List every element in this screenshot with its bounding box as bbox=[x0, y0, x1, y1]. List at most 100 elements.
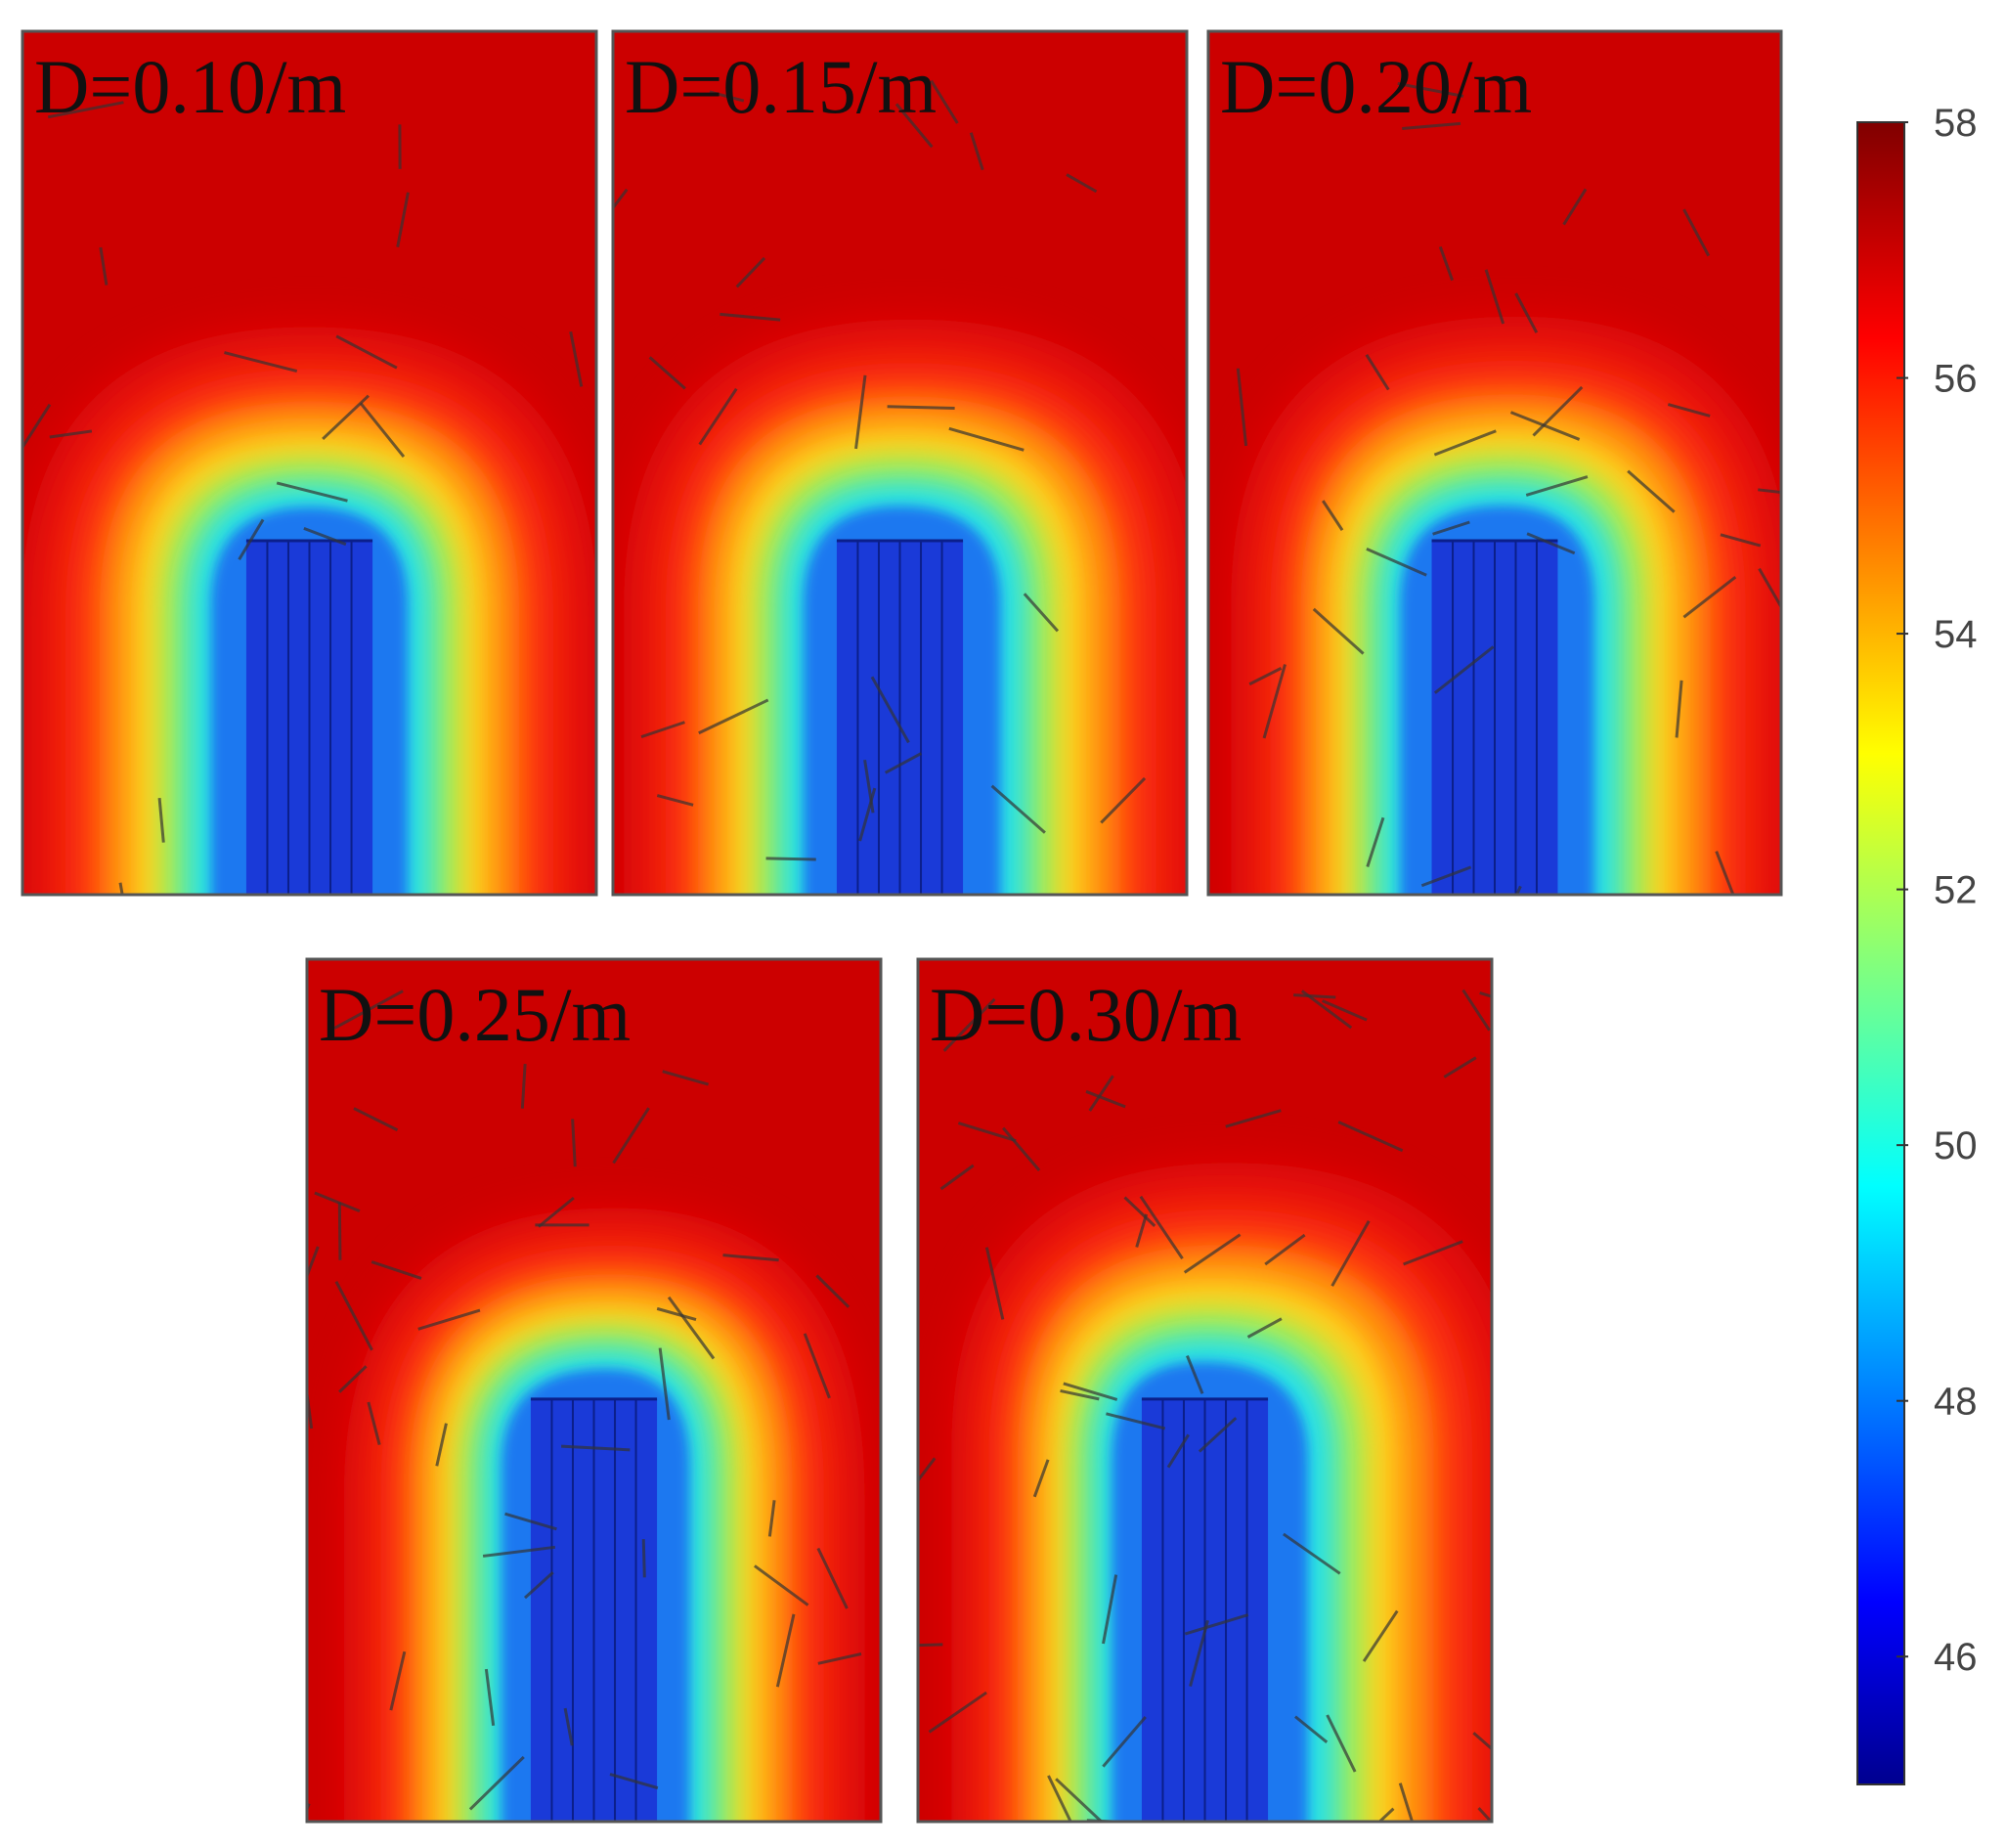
panel-border bbox=[305, 957, 883, 1824]
fracture-segment bbox=[224, 351, 298, 374]
fracture-segment bbox=[1715, 851, 1735, 895]
colorbar-tick-label: 58 bbox=[1934, 102, 1978, 145]
fracture-segment bbox=[1461, 989, 1491, 1032]
fracture-segment bbox=[609, 1773, 659, 1790]
fracture-segment bbox=[640, 721, 685, 739]
fracture-segment bbox=[322, 394, 370, 441]
fracture-segment bbox=[417, 1308, 481, 1331]
fracture-segment bbox=[984, 1247, 1005, 1320]
fracture-segment bbox=[99, 246, 109, 286]
temperature-panel: D=0.25/m bbox=[307, 959, 881, 1822]
fracture-segment bbox=[656, 1306, 697, 1321]
fracture-segment bbox=[1720, 533, 1762, 548]
panel-border bbox=[916, 957, 1494, 1824]
fracture-segment bbox=[1060, 1389, 1100, 1401]
fracture-segment bbox=[1189, 1619, 1209, 1688]
fracture-segment bbox=[1283, 1532, 1341, 1575]
fracture-segment bbox=[722, 1254, 779, 1262]
fracture-segment bbox=[1135, 1213, 1149, 1248]
fracture-segment bbox=[1362, 1609, 1399, 1662]
fracture-segment bbox=[338, 1365, 368, 1393]
fracture-segment bbox=[1166, 1433, 1190, 1469]
fracture-segment bbox=[1322, 500, 1344, 532]
fracture-segment bbox=[1330, 1220, 1371, 1287]
fracture-segment bbox=[1326, 1714, 1357, 1773]
fracture-segment bbox=[1088, 1075, 1114, 1112]
fracture-segment bbox=[314, 1191, 361, 1212]
fracture-segment bbox=[367, 1401, 381, 1446]
fracture-segment bbox=[735, 256, 766, 288]
temperature-panel: D=0.20/m bbox=[1208, 31, 1781, 895]
fracture-segment bbox=[337, 1202, 342, 1260]
colorbar-gradient bbox=[1856, 121, 1905, 1785]
fracture-segment bbox=[1032, 1459, 1050, 1498]
fracture-segment bbox=[918, 1457, 937, 1483]
fracture-segment bbox=[520, 1063, 527, 1109]
fracture-segment bbox=[815, 1274, 850, 1308]
fracture-segment bbox=[854, 374, 867, 450]
panel-border bbox=[1206, 29, 1783, 897]
fracture-segment bbox=[22, 403, 52, 451]
fracture-segment bbox=[1532, 385, 1584, 437]
fracture-segment bbox=[884, 752, 922, 774]
fracture-segment bbox=[817, 1652, 862, 1665]
fracture-segment bbox=[523, 1571, 554, 1600]
fracture-segment bbox=[1264, 1233, 1306, 1266]
fracture-segment bbox=[1066, 173, 1098, 194]
fracture-segment bbox=[1085, 1089, 1126, 1109]
fracture-segment bbox=[468, 1755, 525, 1811]
fracture-segment bbox=[775, 1613, 796, 1688]
fracture-segment bbox=[1293, 993, 1336, 999]
fracture-segment bbox=[1139, 1195, 1184, 1260]
fracture-segment bbox=[1433, 645, 1495, 694]
fracture-segment bbox=[1479, 990, 1492, 998]
fracture-segment bbox=[648, 356, 686, 390]
fracture-segment bbox=[1248, 667, 1283, 686]
fracture-segment bbox=[1262, 664, 1286, 739]
fracture-segment bbox=[698, 698, 769, 735]
panel-label: D=0.10/m bbox=[34, 44, 346, 129]
fracture-segment bbox=[969, 132, 984, 171]
colorbar: 58 56 54 52 50 48 46 bbox=[1856, 102, 1978, 1785]
fracture-segment bbox=[765, 857, 816, 861]
fracture-segment bbox=[754, 1564, 809, 1606]
fracture-segment bbox=[1484, 269, 1505, 325]
fracture-segment bbox=[1236, 368, 1248, 447]
fracture-segment bbox=[1023, 593, 1060, 633]
fracture-segment bbox=[767, 1500, 776, 1537]
fracture-segment bbox=[1758, 567, 1781, 610]
fracture-segment bbox=[1063, 1382, 1118, 1401]
fracture-segment bbox=[1300, 990, 1353, 1030]
fracture-segment bbox=[1246, 1317, 1283, 1339]
fracture-segment bbox=[571, 1119, 577, 1167]
fracture-segment bbox=[1183, 1233, 1242, 1274]
fracture-segment bbox=[49, 429, 93, 439]
fracture-segment bbox=[942, 997, 996, 1052]
fracture-segment bbox=[1398, 1782, 1415, 1822]
fracture-segment bbox=[1397, 81, 1464, 98]
fracture-segment bbox=[569, 330, 584, 387]
fracture-segment bbox=[1186, 1355, 1204, 1394]
fracture-segment bbox=[709, 90, 745, 103]
fracture-segment bbox=[887, 405, 955, 411]
panel-border bbox=[611, 29, 1189, 897]
fracture-segment bbox=[816, 1547, 849, 1609]
fracture-segment bbox=[484, 1668, 496, 1726]
fracture-segment bbox=[1432, 520, 1470, 536]
fracture-segment bbox=[335, 334, 398, 370]
fracture-segment bbox=[396, 192, 410, 247]
fracture-segment bbox=[1562, 188, 1588, 226]
fracture-segment bbox=[641, 1539, 646, 1578]
colorbar-tick-label: 48 bbox=[1934, 1381, 1978, 1424]
fracture-segment bbox=[1047, 1775, 1072, 1822]
fracture-segment bbox=[1102, 1574, 1118, 1645]
temperature-panel: D=0.15/m bbox=[613, 31, 1187, 895]
fracture-segment bbox=[1525, 475, 1589, 497]
panel-label: D=0.30/m bbox=[930, 972, 1242, 1057]
fracture-segment bbox=[1403, 1240, 1463, 1266]
fracture-segment bbox=[1365, 354, 1390, 391]
temperature-panel: D=0.10/m bbox=[22, 31, 596, 895]
fracture-segment bbox=[563, 1707, 574, 1746]
fracture-segment bbox=[333, 990, 404, 1030]
